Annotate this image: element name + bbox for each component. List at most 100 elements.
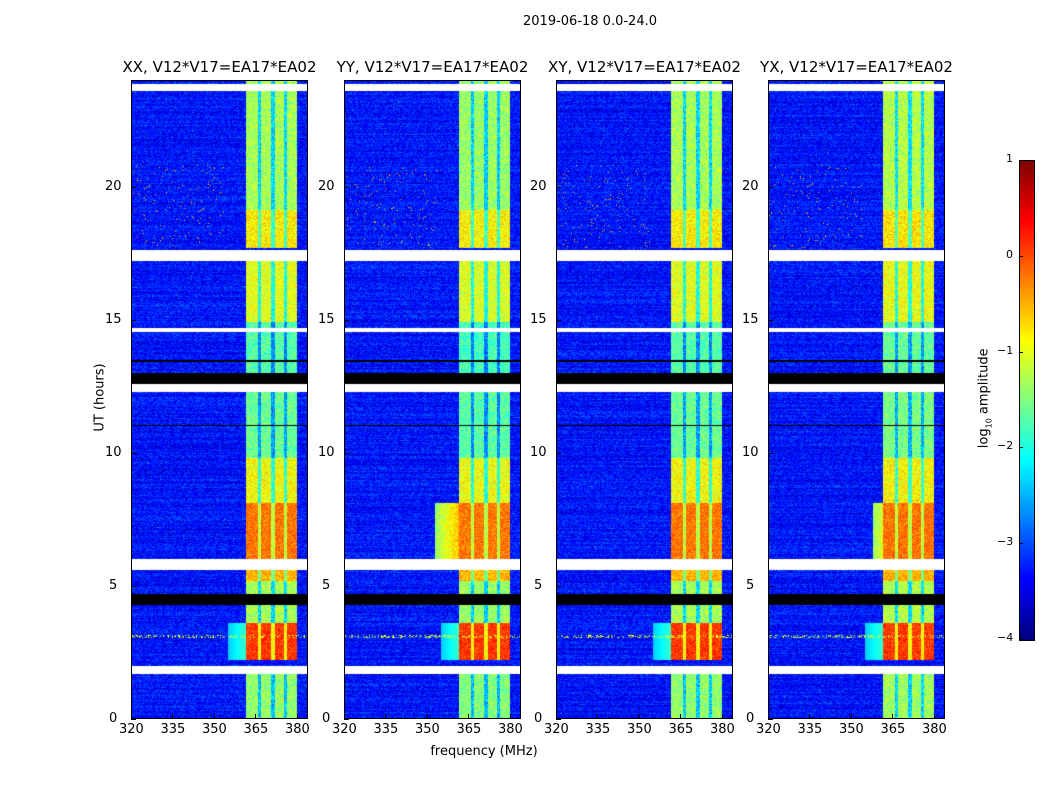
y-tick: [556, 186, 561, 188]
x-tick: [255, 714, 257, 719]
colorbar-tick-label: 1: [1006, 152, 1013, 165]
x-tick-label: 365: [456, 722, 482, 737]
y-tick-label: 20: [530, 178, 547, 194]
x-tick: [597, 714, 599, 719]
x-tick: [933, 714, 935, 719]
x-tick-label: 350: [201, 722, 227, 737]
x-tick-label: 380: [497, 722, 523, 737]
x-tick: [809, 714, 811, 719]
y-tick: [768, 719, 773, 720]
x-tick-label: 335: [585, 722, 611, 737]
panel-1: YY, V12*V17=EA17*EA02 320 335 350 365 380 0 5 10…: [318, 58, 528, 737]
x-tick: [509, 714, 511, 719]
panel-2: XY, V12*V17=EA17*EA02 320 335 350 365 380 0 5 10…: [530, 58, 741, 737]
y-tick-label: 5: [534, 577, 543, 593]
heatmap-canvas: [131, 80, 308, 719]
y-tick: [344, 186, 349, 188]
panel-3: YX, V12*V17=EA17*EA02 320 335 350 365 380 0 5 10…: [742, 58, 953, 737]
y-tick-label: 5: [746, 577, 755, 593]
colorbar-tick: [1019, 351, 1023, 353]
plot-frame: [131, 80, 308, 719]
x-tick: [426, 714, 428, 719]
colorbar-tick-label: 0: [1006, 247, 1013, 261]
x-tick-label: 320: [119, 722, 144, 737]
colorbar-tick-label: −3: [997, 535, 1014, 549]
x-tick: [680, 714, 682, 719]
x-tick-label: 365: [880, 722, 906, 737]
plot-frame: [556, 80, 733, 719]
colorbar-label: log10 amplitude: [977, 318, 994, 478]
x-tick-label: 320: [756, 722, 781, 737]
x-axis-label: frequency (MHz): [430, 744, 538, 759]
x-tick-label: 335: [160, 722, 186, 737]
colorbar: [1019, 160, 1035, 641]
x-tick: [721, 714, 723, 719]
y-tick-label: 10: [318, 444, 335, 460]
y-tick: [131, 719, 136, 720]
x-tick: [385, 714, 387, 719]
panel-title: YX, V12*V17=EA17*EA02: [760, 58, 953, 76]
colorbar-tick: [1019, 543, 1023, 545]
x-tick-label: 320: [544, 722, 569, 737]
panel-0: XX, V12*V17=EA17*EA02 320 335 350 365 380 0 5 10…: [105, 58, 317, 737]
x-tick: [468, 714, 470, 719]
x-tick-label: 350: [626, 722, 652, 737]
colorbar-tick: [1019, 447, 1023, 449]
y-tick: [556, 452, 561, 454]
y-tick: [768, 319, 773, 321]
colorbar-tick: [1019, 255, 1023, 257]
x-tick-label: 380: [284, 722, 310, 737]
y-tick-label: 0: [109, 711, 118, 726]
y-tick-label: 15: [105, 311, 122, 327]
y-tick: [768, 186, 773, 188]
y-tick-label: 10: [530, 444, 547, 460]
heatmap-canvas: [344, 80, 521, 719]
y-tick: [131, 319, 136, 321]
y-tick: [556, 585, 561, 587]
y-tick-label: 15: [742, 311, 759, 327]
y-tick-label: 0: [534, 711, 543, 726]
x-tick-label: 350: [414, 722, 440, 737]
panel-title: XX, V12*V17=EA17*EA02: [122, 58, 317, 76]
x-tick-label: 350: [838, 722, 864, 737]
x-tick: [344, 714, 345, 719]
x-tick-label: 320: [332, 722, 357, 737]
figure-title: 2019-06-18 0.0-24.0: [523, 14, 657, 29]
y-tick: [556, 319, 561, 321]
y-tick: [344, 319, 349, 321]
y-tick-label: 5: [109, 577, 118, 593]
plot-frame: [344, 80, 521, 719]
colorbar-label-suffix: amplitude: [976, 348, 992, 419]
x-tick: [850, 714, 852, 719]
colorbar-tick: [1019, 160, 1023, 161]
x-tick-label: 380: [921, 722, 947, 737]
y-tick-label: 20: [318, 178, 335, 194]
y-tick: [131, 452, 136, 454]
y-tick-label: 20: [742, 178, 759, 194]
colorbar-gradient: [1020, 161, 1034, 640]
y-tick-label: 20: [105, 178, 122, 194]
panel-title: YY, V12*V17=EA17*EA02: [336, 58, 529, 76]
x-tick: [213, 714, 215, 719]
y-tick: [344, 719, 349, 720]
x-tick: [172, 714, 174, 719]
colorbar-label-sub: 10: [984, 418, 994, 429]
y-tick: [556, 719, 561, 720]
colorbar-tick-label: −1: [997, 343, 1014, 357]
heatmap-canvas: [556, 80, 733, 719]
x-tick-label: 365: [668, 722, 694, 737]
colorbar-tick-label: −4: [997, 631, 1014, 644]
y-tick-label: 15: [318, 311, 335, 327]
y-tick-label: 10: [742, 444, 759, 460]
y-tick: [131, 585, 136, 587]
x-tick-label: 380: [709, 722, 735, 737]
colorbar-label-log: log: [976, 428, 992, 449]
y-tick-label: 0: [322, 711, 331, 726]
heatmap-canvas: [768, 80, 945, 719]
x-tick: [638, 714, 640, 719]
colorbar-tick-label: −2: [997, 439, 1014, 453]
y-tick: [768, 452, 773, 454]
y-tick: [344, 452, 349, 454]
y-tick: [768, 585, 773, 587]
